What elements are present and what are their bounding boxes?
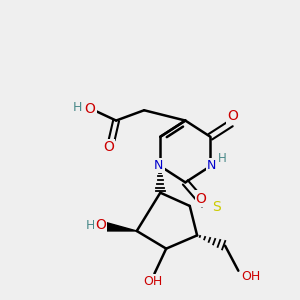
Text: H: H	[218, 152, 227, 165]
Text: O: O	[85, 102, 95, 116]
Text: N: N	[154, 159, 164, 172]
Text: O: O	[196, 192, 206, 206]
Text: OH: OH	[143, 275, 163, 288]
Text: OH: OH	[241, 269, 260, 283]
Text: H: H	[86, 219, 95, 232]
Text: N: N	[207, 159, 217, 172]
Text: S: S	[212, 200, 220, 214]
Text: O: O	[103, 140, 114, 154]
Text: O: O	[227, 109, 238, 123]
Text: H: H	[73, 101, 82, 114]
Text: O: O	[95, 218, 106, 232]
Polygon shape	[104, 222, 137, 231]
